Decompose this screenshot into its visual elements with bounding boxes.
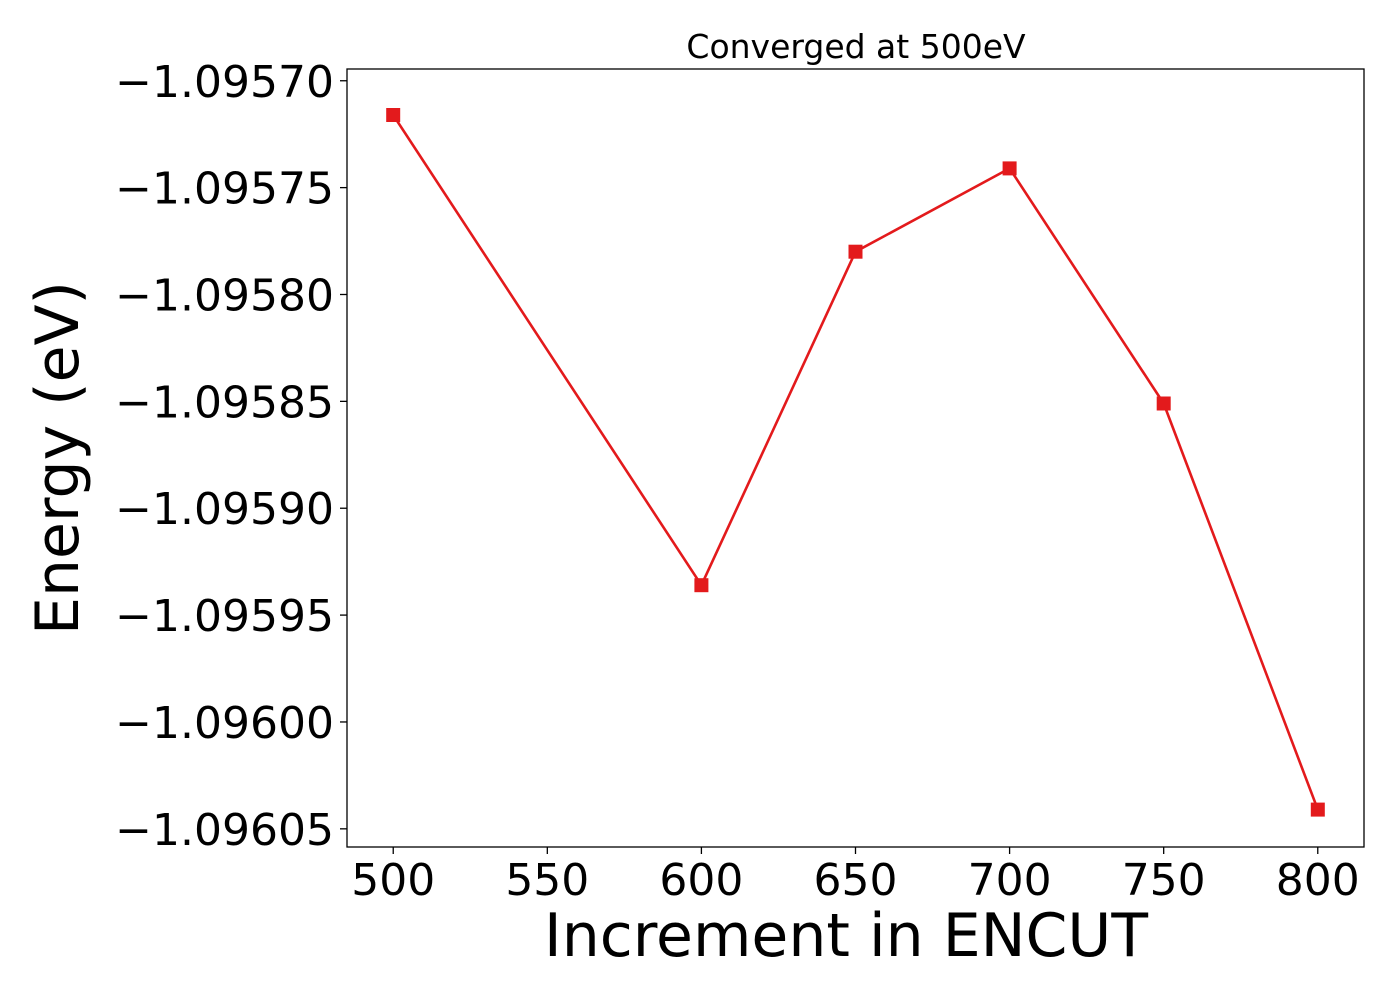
y-tick-label: −1.09605 xyxy=(115,805,334,856)
x-axis-label: Increment in ENCUT xyxy=(544,901,1148,971)
data-point-marker xyxy=(1156,396,1171,411)
y-tick-label: −1.09580 xyxy=(115,270,334,321)
x-tick-label: 550 xyxy=(505,855,589,906)
y-tick-label: −1.09600 xyxy=(115,698,334,749)
y-tick-label: −1.09595 xyxy=(115,591,334,642)
chart-title: Converged at 500eV xyxy=(686,27,1026,66)
y-axis-ticks: −1.09570 −1.09575 −1.09580 −1.09585 −1.09590… xyxy=(115,57,347,856)
data-point-marker xyxy=(386,108,401,122)
x-tick-label: 750 xyxy=(1122,855,1206,906)
plot-frame xyxy=(346,68,1365,848)
y-axis-label: Energy (eV) xyxy=(23,281,93,635)
x-tick-label: 600 xyxy=(659,855,743,906)
data-point-marker xyxy=(1002,161,1017,176)
series-markers xyxy=(386,108,1325,817)
x-tick-label: 800 xyxy=(1276,855,1360,906)
data-point-marker xyxy=(1310,802,1325,817)
x-tick-label: 650 xyxy=(814,855,898,906)
y-tick-label: −1.09575 xyxy=(115,164,334,215)
x-tick-label: 700 xyxy=(968,855,1052,906)
series-line xyxy=(392,114,1320,811)
y-tick-label: −1.09585 xyxy=(115,377,334,428)
data-point-marker xyxy=(694,578,709,593)
x-tick-label: 500 xyxy=(351,855,435,906)
y-tick-label: −1.09570 xyxy=(115,57,334,108)
y-tick-label: −1.09590 xyxy=(115,484,334,535)
data-point-marker xyxy=(848,244,863,259)
x-axis-ticks: 500 550 600 650 700 750 800 xyxy=(351,847,1360,906)
